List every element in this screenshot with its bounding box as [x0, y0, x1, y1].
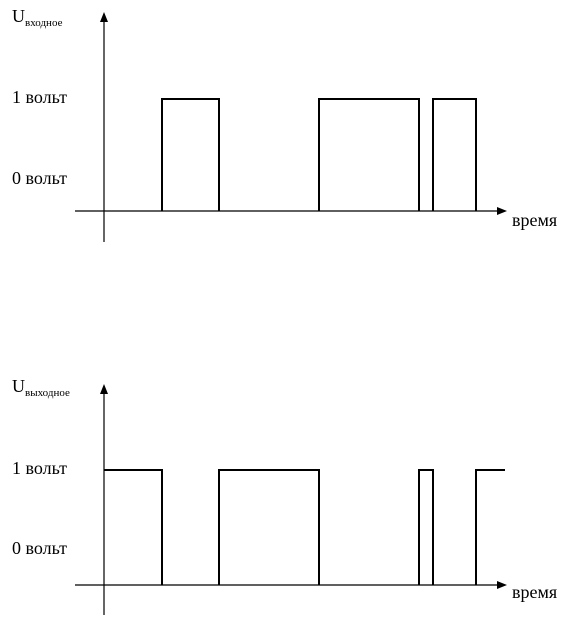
input-graph: Uвходное 1 вольт 0 вольт время: [12, 6, 557, 242]
axis-symbol: U: [12, 6, 25, 26]
x-arrow: [497, 581, 507, 589]
axis-symbol: U: [12, 376, 25, 396]
axis-label: Uвходное: [12, 6, 63, 28]
level-high-label: 1 вольт: [12, 87, 67, 107]
input-signal: [161, 98, 477, 211]
axis-label: Uвыходное: [12, 376, 70, 398]
output-graph: Uвыходное 1 вольт 0 вольт время: [12, 376, 557, 615]
x-arrow: [497, 207, 507, 215]
y-arrow: [100, 12, 108, 22]
level-low-label: 0 вольт: [12, 538, 67, 558]
time-label: время: [512, 582, 557, 602]
axis-subscript: входное: [25, 17, 63, 29]
y-arrow: [100, 384, 108, 394]
time-label: время: [512, 210, 557, 230]
axis-subscript: выходное: [25, 387, 70, 399]
level-low-label: 0 вольт: [12, 168, 67, 188]
level-high-label: 1 вольт: [12, 458, 67, 478]
output-signal: [104, 469, 505, 585]
